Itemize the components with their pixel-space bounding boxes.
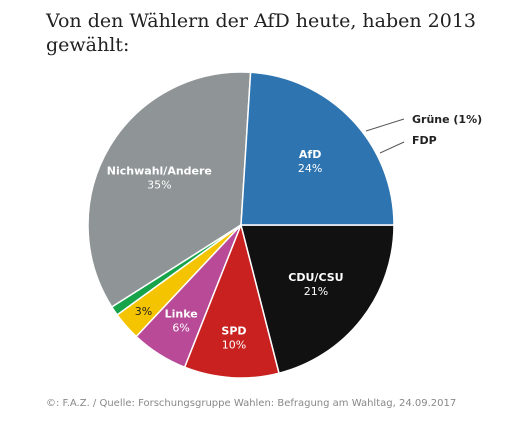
source-footer: ©: F.A.Z. / Quelle: Forschungsgruppe Wah…	[46, 398, 457, 409]
slice-label-gr-ne-1: Grüne (1%)	[412, 113, 482, 126]
slice-label-cdu-csu: CDU/CSU	[288, 271, 343, 284]
pie-slice-spd	[183, 222, 280, 379]
chart-title: Von den Wählern der AfD heute, haben 201…	[46, 10, 476, 56]
slice-value-spd: 10%	[222, 338, 246, 351]
slice-value-linke: 6%	[172, 321, 189, 334]
pie-slice-cdu-csu	[240, 224, 395, 375]
slice-value-nichwahl-andere: 35%	[147, 179, 171, 192]
slice-label-linke: Linke	[165, 307, 198, 320]
slice-label-afd: AfD	[299, 148, 321, 161]
pie-slice-nichwahl-andere	[87, 71, 252, 309]
leader-line-gr-ne-1	[365, 118, 405, 132]
slice-value-fdp: 3%	[135, 305, 152, 318]
pie-slices	[87, 71, 395, 379]
slice-value-cdu-csu: 21%	[304, 285, 328, 298]
slice-label-fdp: FDP	[412, 134, 437, 147]
slice-label-spd: SPD	[221, 324, 246, 337]
pie-slice-afd	[240, 71, 395, 226]
slice-label-nichwahl-andere: Nichwahl/Andere	[107, 165, 212, 178]
slice-value-afd: 24%	[298, 162, 322, 175]
leader-line-fdp	[379, 141, 405, 154]
